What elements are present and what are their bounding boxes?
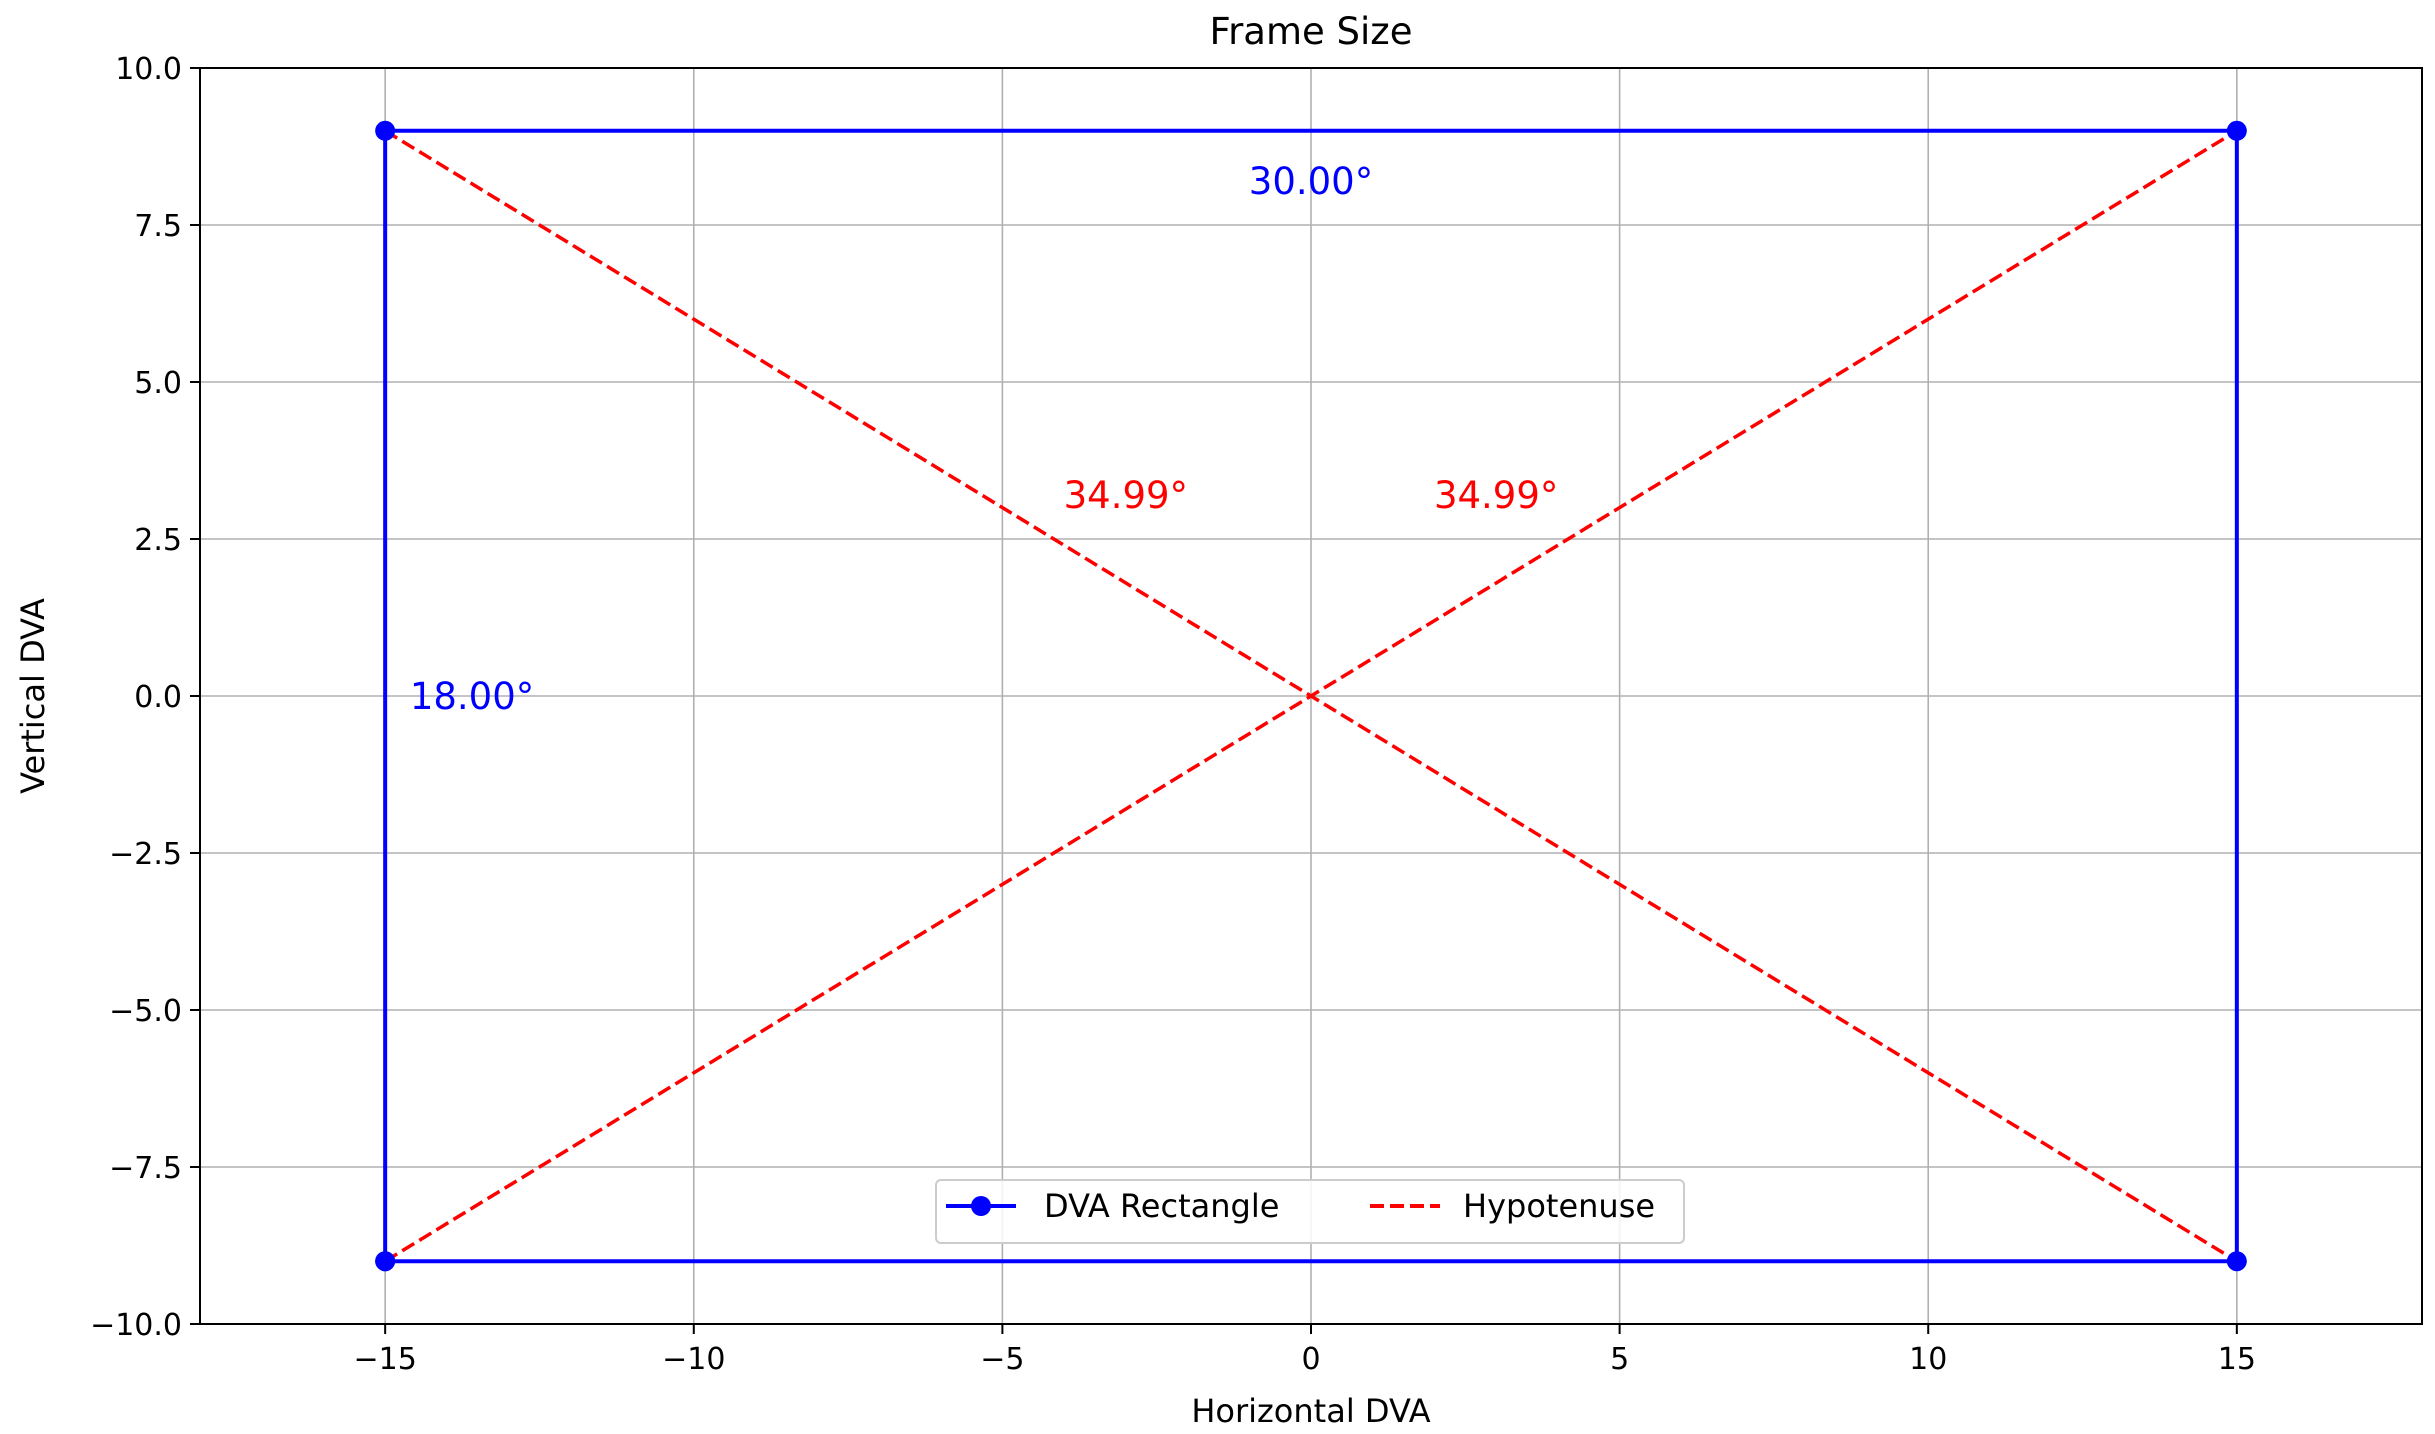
legend-box xyxy=(935,1179,1685,1244)
legend: DVA Rectangle Hypotenuse xyxy=(935,1179,1685,1244)
dva-rectangle-marker xyxy=(2226,120,2247,141)
y-tick-label: 10.0 xyxy=(115,52,182,87)
y-tick-label: 0.0 xyxy=(134,680,182,715)
y-tick-label: 2.5 xyxy=(134,523,182,558)
dva-rectangle-marker xyxy=(2226,1251,2247,1272)
x-tick-label: 5 xyxy=(1610,1342,1629,1377)
x-tick-label: −10 xyxy=(662,1342,725,1377)
y-axis-label: Vertical DVA xyxy=(14,598,52,794)
legend-label-dva-rectangle: DVA Rectangle xyxy=(1044,1187,1279,1225)
x-tick-label: 10 xyxy=(1909,1342,1947,1377)
x-tick-label: 15 xyxy=(2218,1342,2256,1377)
y-tick-label: −10.0 xyxy=(90,1308,182,1343)
hypotenuse-line xyxy=(384,129,2238,1263)
y-tick-label: −5.0 xyxy=(109,994,182,1029)
x-axis-label: Horizontal DVA xyxy=(1191,1392,1430,1430)
x-tick-label: 0 xyxy=(1301,1342,1320,1377)
angle-annotation: 18.00° xyxy=(410,675,534,718)
hypotenuse-series xyxy=(384,129,2238,1263)
dva-rectangle-series xyxy=(375,120,2247,1272)
annotations: 30.00° 18.00° 34.99° 34.99° xyxy=(410,160,1559,718)
x-axis-ticks: −15 −10 −5 0 5 10 15 xyxy=(354,1324,2256,1377)
y-tick-label: 7.5 xyxy=(134,209,182,244)
y-tick-label: 5.0 xyxy=(134,366,182,401)
dva-rectangle-marker xyxy=(375,120,396,141)
angle-annotation: 34.99° xyxy=(1434,474,1558,517)
angle-annotation: 34.99° xyxy=(1064,474,1188,517)
y-tick-label: −7.5 xyxy=(109,1151,182,1186)
y-axis-ticks: −10.0 −7.5 −5.0 −2.5 0.0 2.5 5.0 7.5 10.0 xyxy=(90,52,200,1343)
chart-title: Frame Size xyxy=(1210,10,1413,53)
legend-rect-marker xyxy=(971,1196,991,1216)
legend-label-hypotenuse: Hypotenuse xyxy=(1463,1187,1655,1225)
dva-rectangle-marker xyxy=(375,1251,396,1272)
y-tick-label: −2.5 xyxy=(109,837,182,872)
angle-annotation: 30.00° xyxy=(1249,160,1373,203)
x-tick-label: −5 xyxy=(980,1342,1024,1377)
x-tick-label: −15 xyxy=(354,1342,417,1377)
